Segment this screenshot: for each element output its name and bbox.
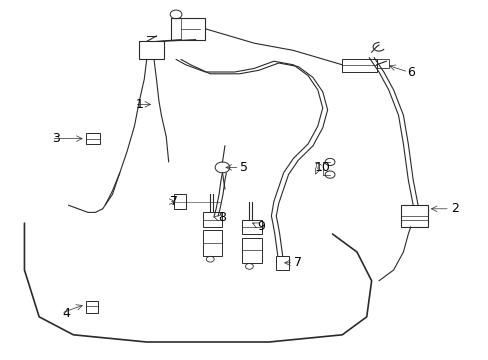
Bar	[242, 238, 261, 263]
Bar	[203, 230, 222, 256]
Bar	[85, 133, 100, 144]
Text: 4: 4	[62, 307, 70, 320]
Bar	[376, 59, 388, 68]
Bar	[139, 41, 163, 59]
Bar	[276, 256, 288, 270]
Bar	[400, 205, 427, 227]
Bar	[203, 212, 222, 227]
Text: 9: 9	[257, 220, 265, 233]
Bar	[342, 59, 376, 72]
Text: 7: 7	[169, 195, 177, 208]
Text: 8: 8	[218, 211, 226, 224]
Text: 2: 2	[450, 202, 458, 215]
Bar	[85, 301, 98, 313]
Text: 1: 1	[135, 98, 143, 111]
Text: 3: 3	[52, 132, 60, 145]
Bar	[242, 220, 261, 234]
Text: 10: 10	[314, 161, 330, 174]
Bar	[171, 18, 205, 40]
Text: 5: 5	[240, 161, 248, 174]
Text: 6: 6	[406, 66, 414, 78]
Text: 7: 7	[294, 256, 302, 269]
Bar	[173, 194, 185, 209]
